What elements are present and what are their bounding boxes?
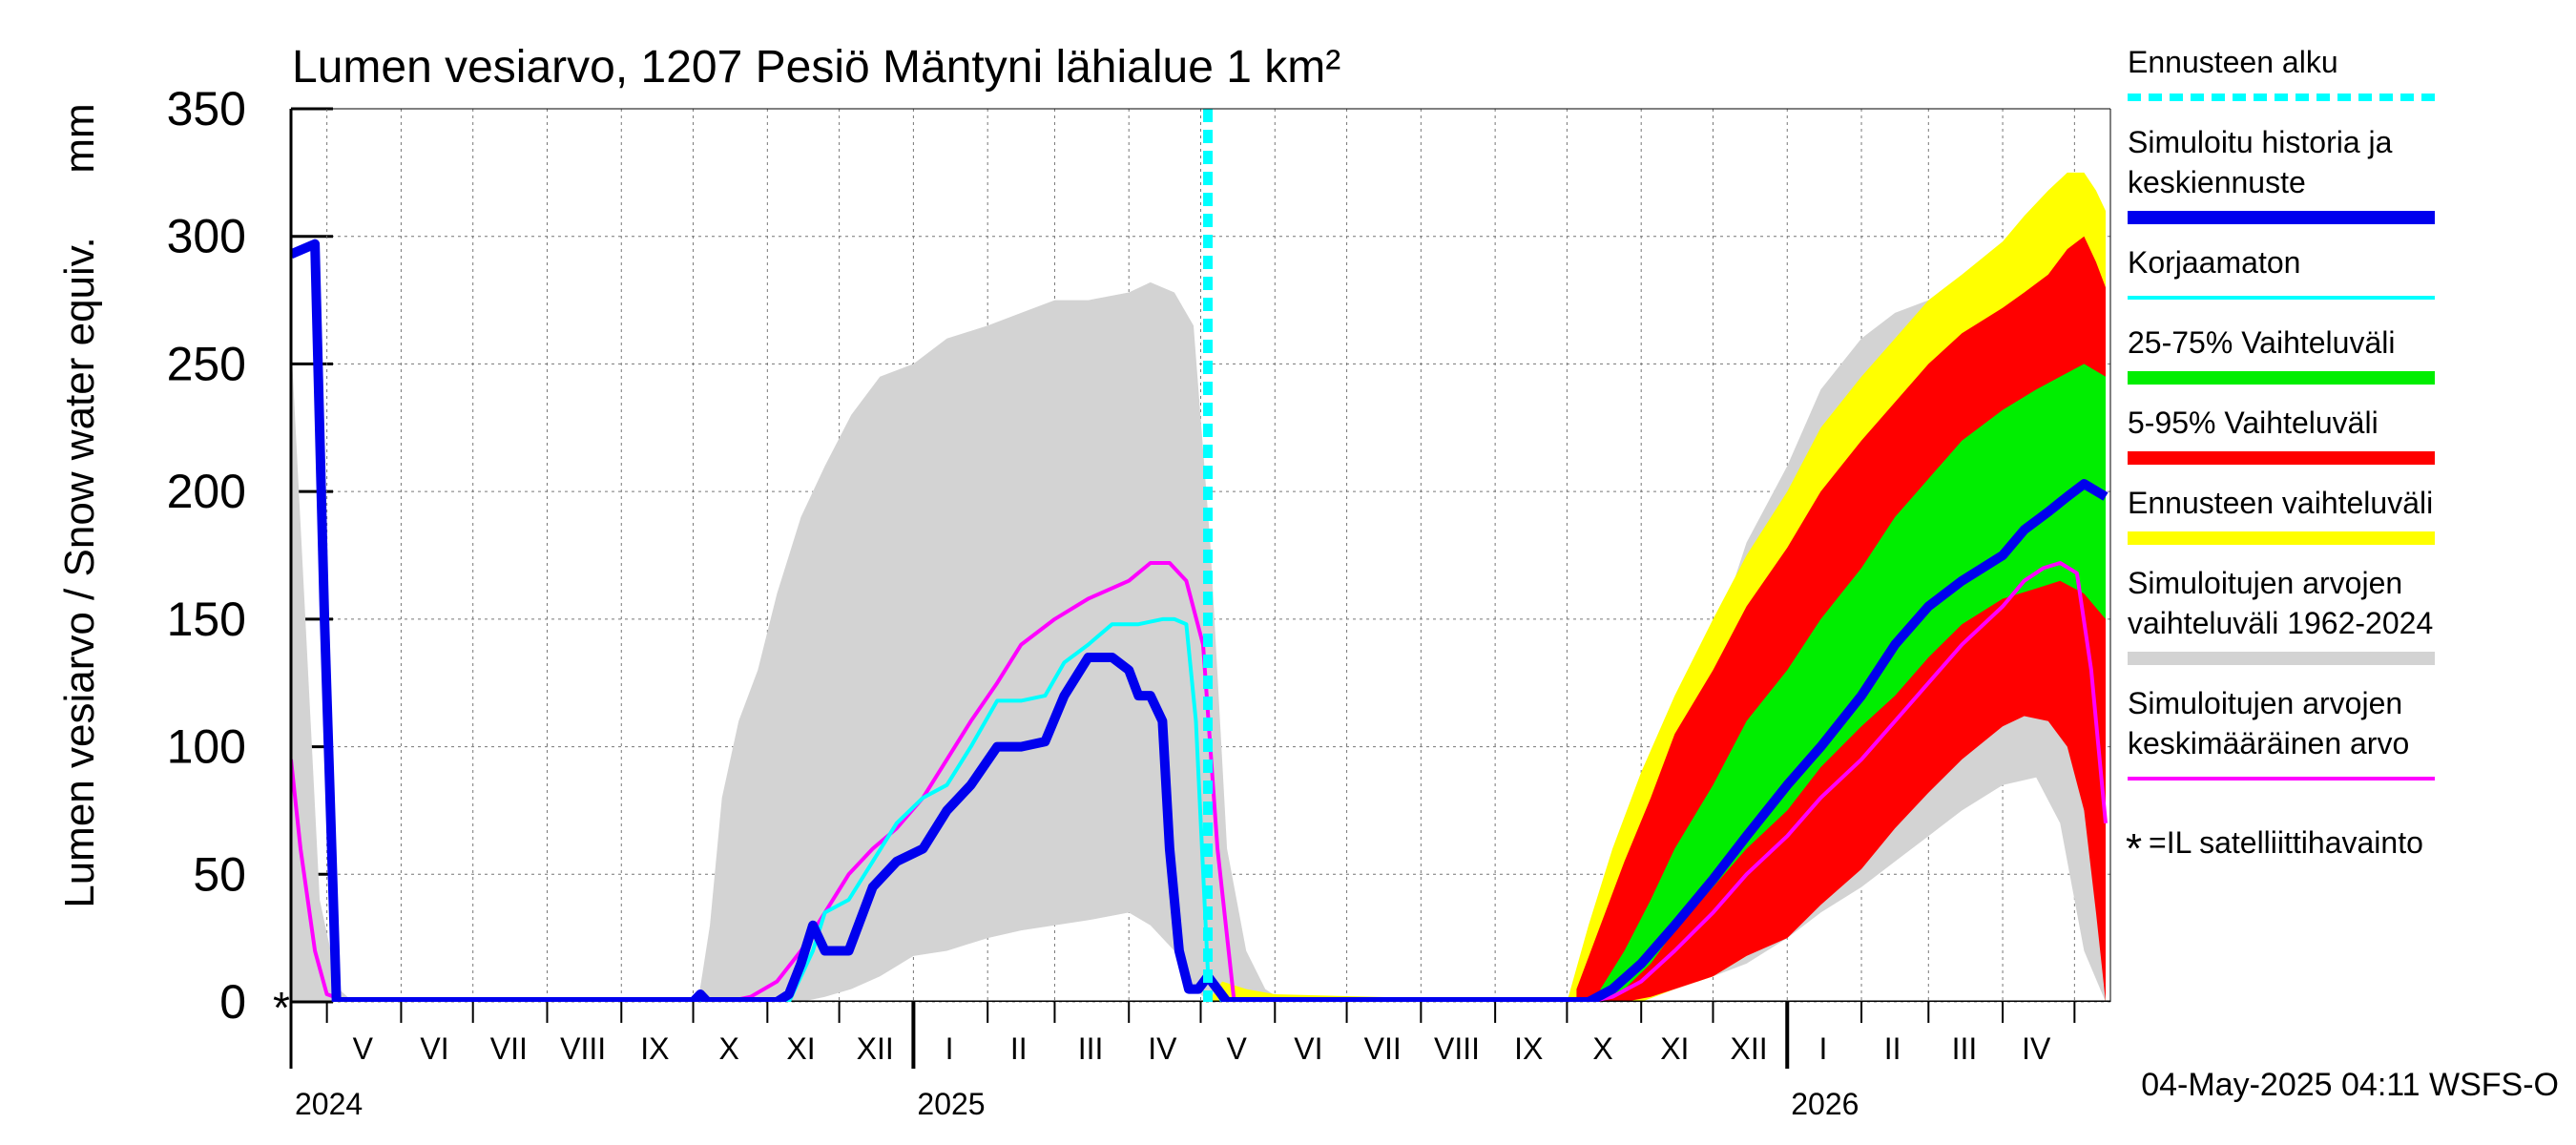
x-tick-label: IX <box>640 1031 669 1066</box>
legend-label: 25-75% Vaihteluväli <box>2128 325 2395 360</box>
legend-label: Simuloitujen arvojen <box>2128 686 2402 720</box>
y-tick-label: 300 <box>167 210 246 263</box>
year-label: 2026 <box>1791 1087 1859 1121</box>
x-tick-label: VI <box>1294 1031 1322 1066</box>
x-tick-label: X <box>1592 1031 1612 1066</box>
x-tick-label: XII <box>1731 1031 1768 1066</box>
satellite-observation-marker: * <box>273 983 290 1032</box>
y-tick-label: 350 <box>167 82 246 135</box>
series-layer <box>291 109 2110 1002</box>
x-tick-label: I <box>1818 1031 1827 1066</box>
legend-label: Simuloitu historia ja <box>2128 125 2393 159</box>
x-tick-label: V <box>353 1031 374 1066</box>
x-tick-label: I <box>945 1031 954 1066</box>
year-label: 2024 <box>295 1087 363 1121</box>
y-axis-unit: mm <box>56 103 103 173</box>
legend-label: Korjaamaton <box>2128 245 2300 280</box>
chart-title: Lumen vesiarvo, 1207 Pesiö Mäntyni lähia… <box>292 42 1340 93</box>
x-tick-label: V <box>1226 1031 1247 1066</box>
legend-label: Ennusteen alku <box>2128 45 2338 79</box>
y-tick-label: 150 <box>167 593 246 646</box>
y-tick-label: 0 <box>219 975 246 1029</box>
y-tick-label: 200 <box>167 465 246 518</box>
x-tick-label: X <box>719 1031 739 1066</box>
x-tick-label: VIII <box>1434 1031 1480 1066</box>
timestamp-footer: 04-May-2025 04:11 WSFS-O <box>2141 1067 2559 1103</box>
legend-label: =IL satelliittihavainto <box>2149 825 2423 860</box>
x-tick-label: XI <box>1660 1031 1689 1066</box>
series-line <box>291 241 1589 1002</box>
series-line <box>291 561 2108 1002</box>
x-tick-label: VI <box>420 1031 448 1066</box>
series-line <box>291 239 2109 1002</box>
legend-label: Ennusteen vaihteluväli <box>2128 486 2433 520</box>
x-tick-label: XI <box>786 1031 815 1066</box>
x-tick-label: IV <box>1148 1031 1177 1066</box>
y-tick-label: 100 <box>167 720 246 774</box>
legend-label: vaihteluväli 1962-2024 <box>2128 606 2433 640</box>
legend-label: Simuloitujen arvojen <box>2128 566 2402 600</box>
legend-asterisk: * <box>2126 825 2142 872</box>
x-tick-label: III <box>1078 1031 1104 1066</box>
x-tick-label: XII <box>857 1031 894 1066</box>
y-tick-label: 250 <box>167 337 246 390</box>
x-tick-label: VII <box>1364 1031 1402 1066</box>
y-tick-label: 50 <box>193 847 246 901</box>
x-tick-label: II <box>1884 1031 1901 1066</box>
x-tick-label: II <box>1010 1031 1028 1066</box>
x-tick-label: III <box>1952 1031 1978 1066</box>
x-tick-label: VII <box>490 1031 528 1066</box>
x-tick-label: IX <box>1514 1031 1543 1066</box>
y-axis-label: Lumen vesiarvo / Snow water equiv. <box>56 237 103 908</box>
legend: Ennusteen alku Simuloitu historia ja keski… <box>2126 45 2435 872</box>
legend-label: keskiennuste <box>2128 165 2306 199</box>
legend-label: 5-95% Vaihteluväli <box>2128 406 2379 440</box>
band-area <box>1600 364 2106 1002</box>
x-tick-label: IV <box>2022 1031 2051 1066</box>
x-tick-label: VIII <box>560 1031 606 1066</box>
year-label: 2025 <box>917 1087 985 1121</box>
legend-label: keskimääräinen arvo <box>2128 726 2409 760</box>
y-axis-label-group: Lumen vesiarvo / Snow water equiv. mm <box>56 103 103 907</box>
